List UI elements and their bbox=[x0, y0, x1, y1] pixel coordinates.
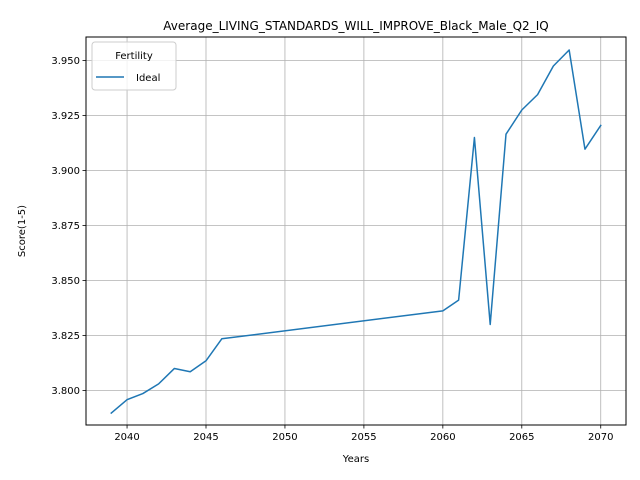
y-tick-label: 3.925 bbox=[51, 111, 80, 122]
y-axis-ticks: 3.800 3.825 3.850 3.875 3.900 3.925 3.950 bbox=[51, 56, 86, 397]
y-tick-label: 3.950 bbox=[51, 56, 80, 67]
x-tick-label: 2070 bbox=[588, 432, 613, 443]
legend-box bbox=[91, 41, 177, 91]
legend: Fertility Ideal bbox=[91, 41, 177, 91]
x-tick-label: 2055 bbox=[351, 432, 376, 443]
x-tick-label: 2065 bbox=[509, 432, 534, 443]
series-line-ideal bbox=[110, 49, 602, 415]
y-tick-label: 3.825 bbox=[51, 331, 80, 342]
x-tick-label: 2045 bbox=[193, 432, 218, 443]
legend-title: Fertility bbox=[115, 51, 153, 62]
x-axis-label: Years bbox=[342, 454, 369, 465]
y-tick-label: 3.875 bbox=[51, 221, 80, 232]
series-layer bbox=[110, 49, 602, 415]
y-tick-label: 3.900 bbox=[51, 166, 80, 177]
y-tick-label: 3.800 bbox=[51, 386, 80, 397]
legend-label-ideal: Ideal bbox=[136, 73, 160, 84]
x-tick-label: 2050 bbox=[272, 432, 297, 443]
y-axis-label: Score(1-5) bbox=[17, 205, 28, 257]
grid-lines bbox=[86, 37, 626, 425]
x-tick-label: 2040 bbox=[114, 432, 139, 443]
y-tick-label: 3.850 bbox=[51, 276, 80, 287]
x-tick-label: 2060 bbox=[430, 432, 455, 443]
chart-title: Average_LIVING_STANDARDS_WILL_IMPROVE_Bl… bbox=[163, 19, 548, 33]
plot-frame bbox=[85, 36, 627, 426]
x-axis-ticks: 2040 2045 2050 2055 2060 2065 2070 bbox=[114, 425, 613, 443]
